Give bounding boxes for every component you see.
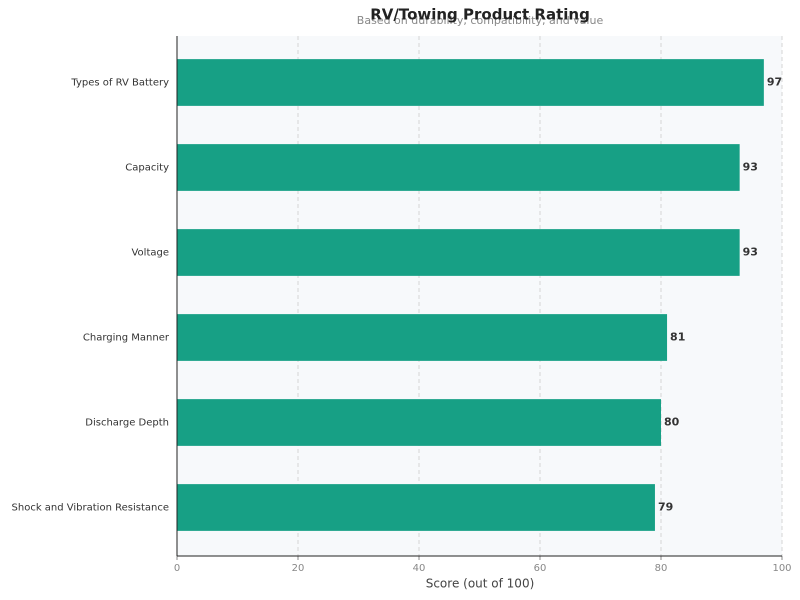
data-label: 97: [767, 76, 782, 89]
plot-background: [177, 36, 782, 556]
bar: [177, 484, 655, 531]
bar: [177, 144, 740, 191]
x-axis-label: Score (out of 100): [426, 577, 535, 591]
x-tick-label: 60: [534, 563, 547, 574]
data-label: 93: [743, 246, 758, 259]
x-tick-label: 20: [292, 563, 305, 574]
y-tick-label: Charging Manner: [83, 333, 170, 344]
bar: [177, 229, 740, 276]
data-label: 80: [664, 416, 680, 429]
y-tick-label: Types of RV Battery: [70, 78, 169, 89]
bar: [177, 314, 668, 361]
y-tick-label: Discharge Depth: [85, 418, 169, 429]
bar: [177, 59, 764, 106]
x-tick-label: 100: [772, 563, 791, 574]
x-tick-label: 40: [413, 563, 426, 574]
bar: [177, 399, 661, 446]
y-tick-label: Shock and Vibration Resistance: [12, 503, 169, 514]
data-label: 79: [658, 501, 673, 514]
chart-subtitle: Based on durability, compatibility, and …: [357, 14, 604, 27]
x-tick-label: 0: [174, 563, 180, 574]
data-label: 93: [743, 161, 758, 174]
chart-title: RV/Towing Product Rating: [370, 6, 590, 24]
x-tick-label: 80: [655, 563, 668, 574]
y-tick-label: Voltage: [131, 248, 169, 259]
y-tick-label: Capacity: [125, 163, 169, 174]
data-label: 81: [670, 331, 685, 344]
